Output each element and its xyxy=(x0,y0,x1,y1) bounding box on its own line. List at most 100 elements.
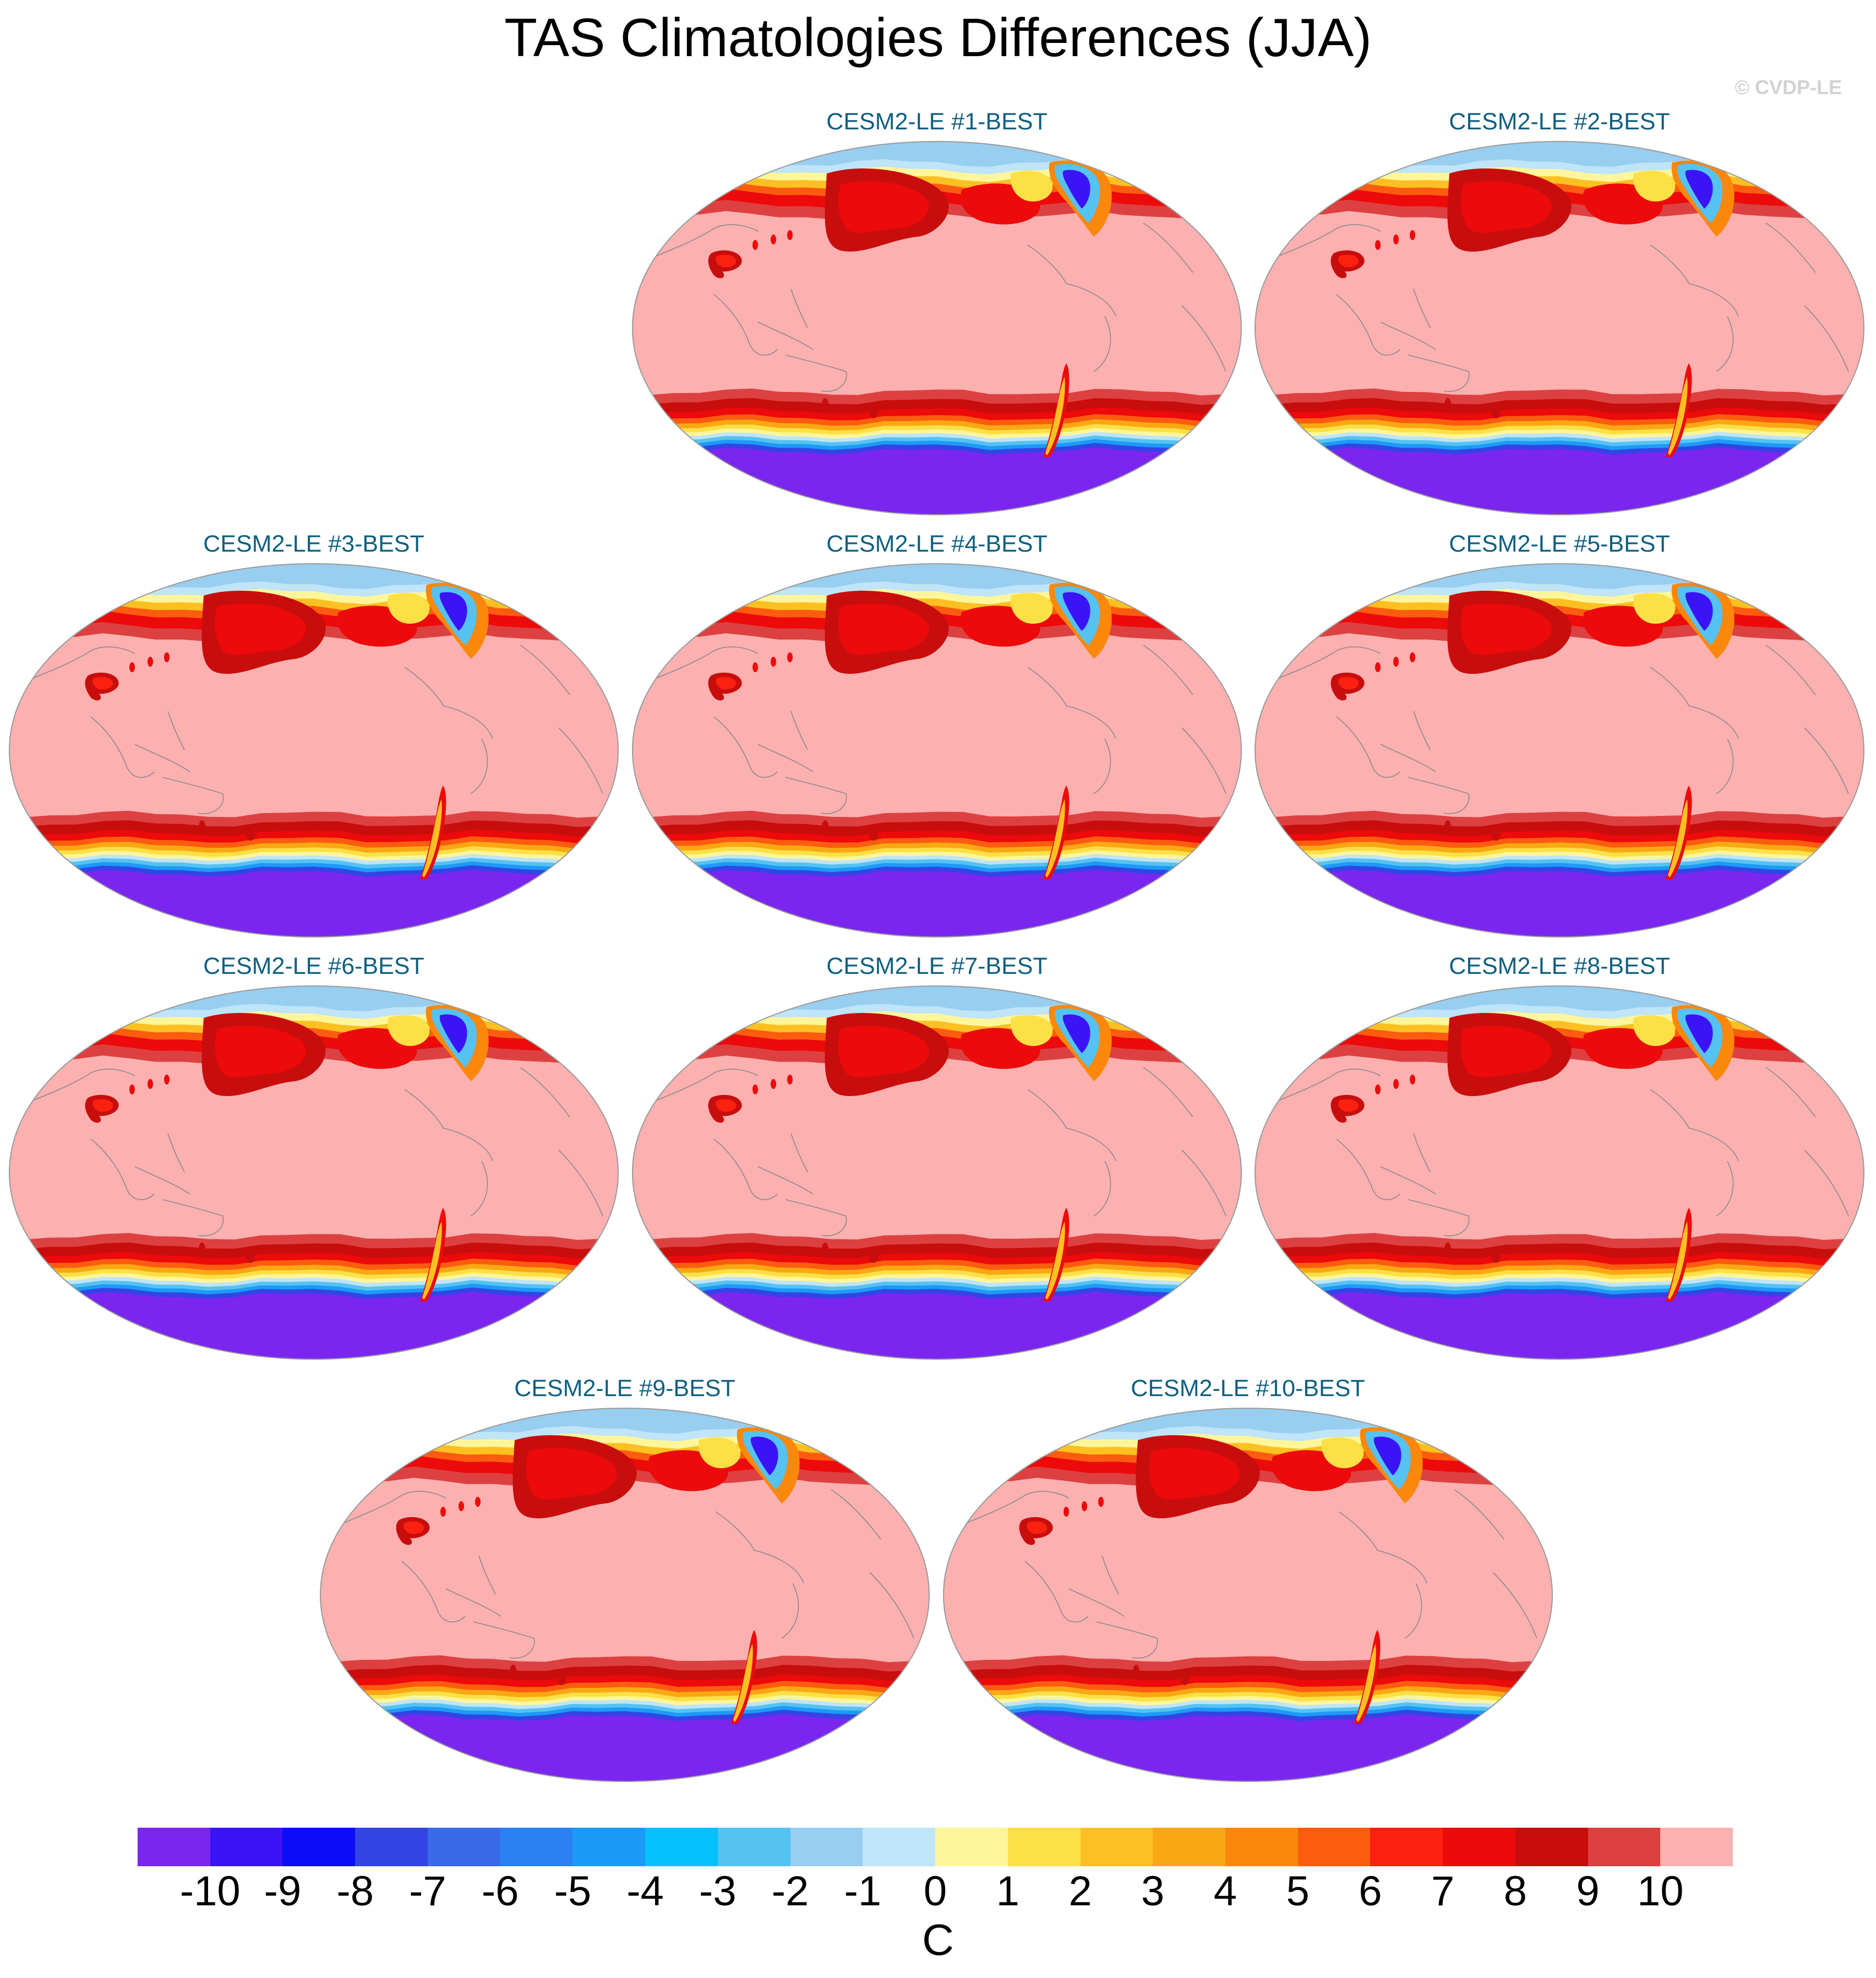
coastline xyxy=(1143,645,1193,695)
southern-band xyxy=(632,1292,1241,1359)
coastline xyxy=(404,667,493,739)
coastline xyxy=(785,1199,847,1236)
coastline xyxy=(1027,1089,1116,1162)
colorbar-swatch xyxy=(282,1828,356,1866)
colorbar-swatch xyxy=(863,1828,936,1866)
coastline xyxy=(1181,305,1226,372)
panel-title: CESM2-LE #2-BEST xyxy=(1449,108,1670,135)
siberia-anomaly-core xyxy=(215,603,306,655)
coastline xyxy=(1380,1166,1436,1195)
greenland-cold-core xyxy=(1685,170,1713,209)
coastline xyxy=(642,224,759,262)
southern-band xyxy=(1255,869,1864,937)
warm-spot xyxy=(246,1252,255,1263)
coastline xyxy=(404,1089,493,1162)
coastline xyxy=(1404,1583,1422,1639)
tibet-anomaly-core xyxy=(1027,1521,1048,1534)
warm-spot xyxy=(1098,1497,1104,1507)
warm-spot xyxy=(869,830,878,841)
map-panel-6 xyxy=(9,985,619,1360)
colorbar-tick-label: -1 xyxy=(844,1868,882,1915)
siberia-anomaly-core xyxy=(215,1026,306,1077)
warm-spot xyxy=(917,1654,928,1661)
map-outline xyxy=(320,1408,930,1782)
colorbar-swatch xyxy=(1007,1828,1081,1866)
panel-title: CESM2-LE #10-BEST xyxy=(1131,1375,1365,1402)
coastline xyxy=(162,1199,224,1236)
coastline xyxy=(790,1133,808,1173)
coastline xyxy=(757,322,814,350)
andes-anomaly-core xyxy=(1045,377,1065,455)
colorbar-swatch xyxy=(1153,1828,1226,1866)
panel-title: CESM2-LE #5-BEST xyxy=(1449,531,1670,557)
colorbar-swatch xyxy=(572,1828,646,1866)
tibet-anomaly-core xyxy=(403,1521,424,1534)
warm-spot xyxy=(1375,240,1381,250)
colorbar-tick-label: 8 xyxy=(1503,1868,1527,1915)
map-panel-1 xyxy=(632,141,1242,515)
coastline xyxy=(1338,1511,1427,1584)
coastline xyxy=(470,1160,488,1217)
greenland-cold-core xyxy=(1062,1014,1090,1053)
colorbar-swatch xyxy=(1370,1828,1443,1866)
warm-spot xyxy=(148,1079,153,1089)
coastline xyxy=(520,645,570,695)
siberia-anomaly-core xyxy=(1460,1026,1552,1077)
archipelago-anomaly xyxy=(1322,1437,1364,1468)
warm-spot xyxy=(787,652,793,662)
southern-band xyxy=(9,869,618,937)
coastline xyxy=(473,1621,535,1659)
coastline xyxy=(790,711,808,750)
warm-spot xyxy=(1444,1243,1451,1256)
warm-spot xyxy=(771,1079,776,1089)
coastline xyxy=(1380,744,1436,772)
warm-spot xyxy=(246,830,255,841)
warm-spot xyxy=(606,1232,617,1239)
colorbar-swatch xyxy=(935,1828,1008,1866)
panel-title: CESM2-LE #3-BEST xyxy=(203,531,424,557)
colorbar-tick-label: -10 xyxy=(179,1868,241,1915)
colorbar xyxy=(138,1828,1733,1866)
colorbar-tick-label: 9 xyxy=(1576,1868,1600,1915)
coastline xyxy=(1716,738,1734,794)
coastline xyxy=(330,1491,446,1529)
andes-anomaly-core xyxy=(1045,799,1065,878)
colorbar-swatch xyxy=(210,1828,283,1866)
colorbar-labels: -10 -9 -8 -7 -6 -5 -4 -3 -2 -1 0 1 2 3 4 5 6 7 8 9 10 xyxy=(138,1867,1733,1922)
colorbar-swatch xyxy=(1080,1828,1153,1866)
siberia-anomaly-core xyxy=(1460,181,1552,233)
coastline xyxy=(713,1138,778,1201)
coastline xyxy=(1096,1621,1158,1659)
coastline xyxy=(1068,1588,1125,1617)
map-outline xyxy=(9,985,619,1360)
colorbar-tick-label: -4 xyxy=(626,1868,664,1915)
warm-spot xyxy=(771,657,776,667)
coastline xyxy=(1264,1069,1381,1107)
map-outline xyxy=(1255,141,1864,515)
map-outline xyxy=(632,563,1242,938)
map-outline xyxy=(1255,563,1864,938)
colorbar-tick-label: 0 xyxy=(923,1868,947,1915)
warm-spot xyxy=(822,1243,828,1256)
greenland-cold-core xyxy=(1062,592,1090,631)
warm-spot xyxy=(1180,1674,1189,1685)
tibet-anomaly-core xyxy=(92,677,113,690)
warm-spot xyxy=(1410,230,1415,240)
coastline xyxy=(1336,294,1400,356)
colorbar-swatch xyxy=(717,1828,790,1866)
coastline xyxy=(1093,738,1111,794)
map-panel-2 xyxy=(1255,141,1864,515)
warm-spot xyxy=(1393,657,1399,667)
warm-spot xyxy=(475,1497,481,1507)
map-panel-8 xyxy=(1255,985,1864,1360)
coastline xyxy=(831,1489,881,1540)
colorbar-swatch xyxy=(427,1828,500,1866)
coastline xyxy=(1804,305,1849,372)
coastline xyxy=(1716,1160,1734,1217)
warm-spot xyxy=(1540,1654,1551,1661)
coastline xyxy=(1408,1199,1470,1236)
tibet-anomaly-core xyxy=(1338,1099,1359,1112)
warm-spot xyxy=(1851,810,1862,816)
coastline xyxy=(90,1138,155,1201)
warm-spot xyxy=(822,398,828,411)
